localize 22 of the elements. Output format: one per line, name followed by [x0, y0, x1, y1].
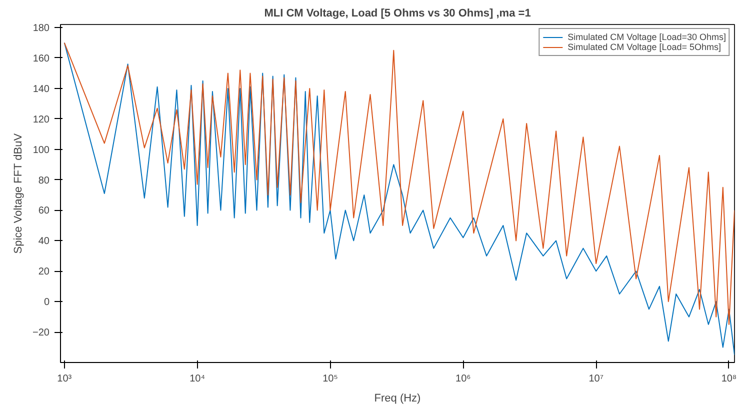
y-tick-label: 120 [32, 114, 50, 126]
x-tick-label: 10⁶ [456, 374, 471, 384]
y-tick-label: 100 [32, 144, 50, 156]
x-tick-label: 10³ [57, 374, 72, 384]
x-axis-title: Freq (Hz) [374, 392, 421, 404]
x-tick-label: 10⁸ [721, 374, 737, 384]
y-axis-title: Spice Voltage FFT dBuV [12, 132, 25, 254]
y-tick-label: −20 [32, 328, 50, 339]
y-tick-label: 20 [38, 266, 50, 278]
y-tick-label: 140 [32, 84, 50, 95]
x-tick-label: 10⁵ [322, 374, 338, 384]
x-tick-label: 10⁴ [190, 374, 206, 384]
y-tick-label: 180 [32, 23, 50, 34]
legend-label: Simulated CM Voltage [Load= 5Ohms] [568, 42, 721, 52]
chart-title: MLI CM Voltage, Load [5 Ohms vs 30 Ohms] ,ma =1 [264, 8, 531, 20]
y-tick-label: 0 [44, 297, 50, 308]
y-tick-label: 160 [32, 53, 50, 64]
y-tick-label: 60 [38, 206, 50, 217]
y-tick-label: 80 [38, 175, 50, 186]
x-tick-label: 10⁷ [588, 374, 604, 384]
y-tick-label: 40 [38, 236, 50, 248]
legend-label: Simulated CM Voltage [Load=30 Ohms] [568, 32, 726, 42]
